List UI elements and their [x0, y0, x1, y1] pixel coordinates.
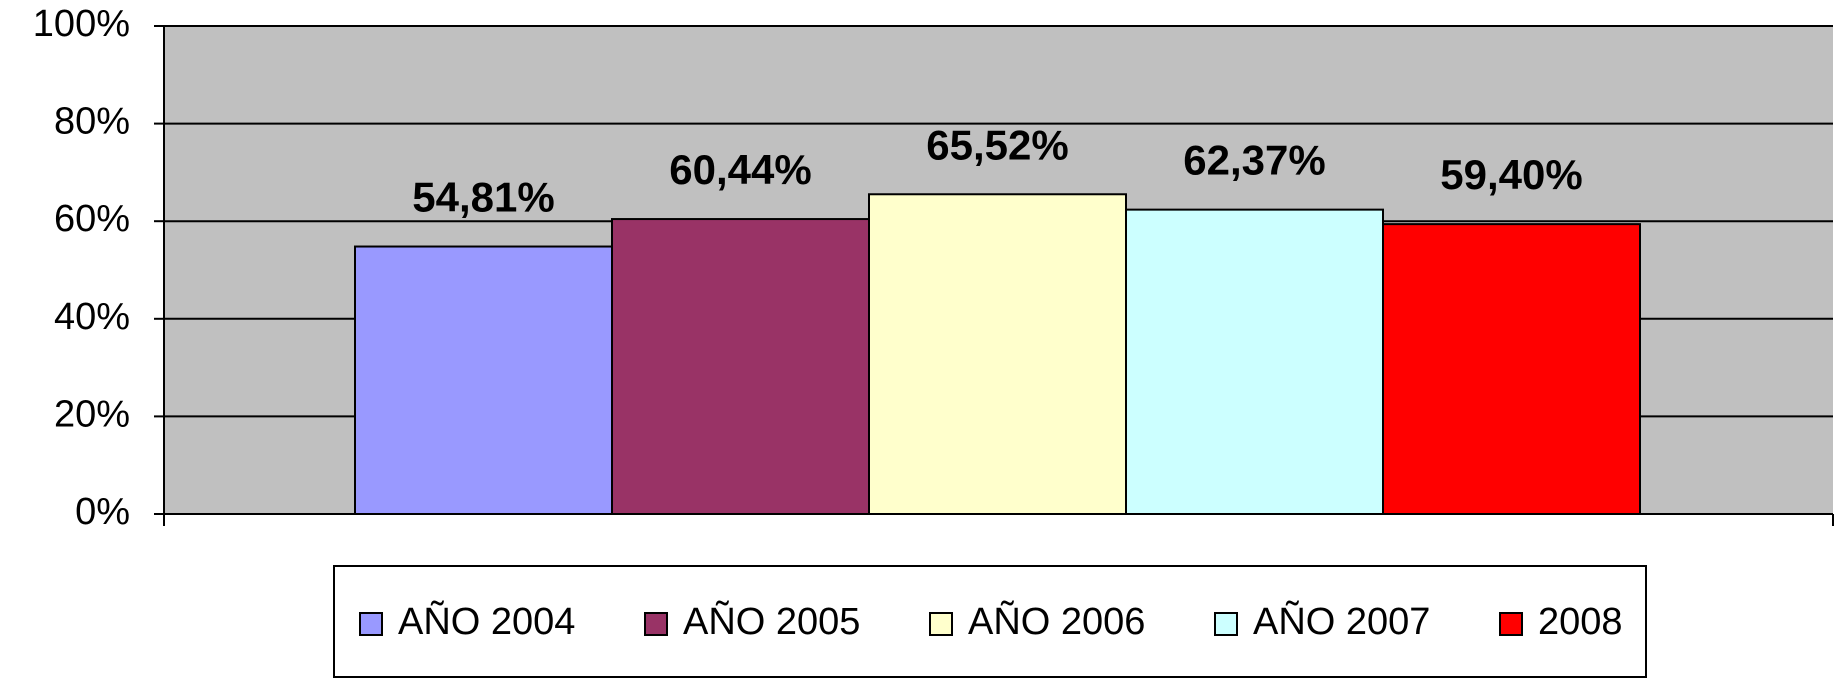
data-label: 65,52%	[926, 121, 1068, 168]
legend-label: AÑO 2006	[968, 600, 1145, 643]
bar	[611, 218, 870, 515]
legend-label: AÑO 2004	[398, 600, 575, 643]
data-label: 60,44%	[669, 146, 811, 193]
y-tick-label: 20%	[54, 393, 130, 435]
legend-label: 2008	[1538, 601, 1623, 643]
data-label: 54,81%	[412, 174, 554, 221]
legend-label: AÑO 2007	[1253, 600, 1430, 643]
legend-box	[333, 565, 1647, 678]
legend-label: AÑO 2005	[683, 600, 860, 643]
bar	[1382, 223, 1641, 516]
legend-swatch	[1499, 612, 1523, 636]
legend-swatch	[929, 612, 953, 636]
bar	[1125, 208, 1384, 515]
data-label: 59,40%	[1440, 151, 1582, 198]
bar	[354, 245, 613, 516]
data-label: 62,37%	[1183, 137, 1325, 184]
legend-swatch	[644, 612, 668, 636]
legend-swatch	[359, 612, 383, 636]
y-tick-label: 60%	[54, 198, 130, 240]
y-tick-label: 40%	[54, 296, 130, 338]
y-tick-label: 80%	[54, 101, 130, 143]
bar	[868, 193, 1127, 516]
y-tick-label: 0%	[75, 491, 130, 533]
legend-swatch	[1214, 612, 1238, 636]
y-tick-label: 100%	[33, 3, 130, 45]
